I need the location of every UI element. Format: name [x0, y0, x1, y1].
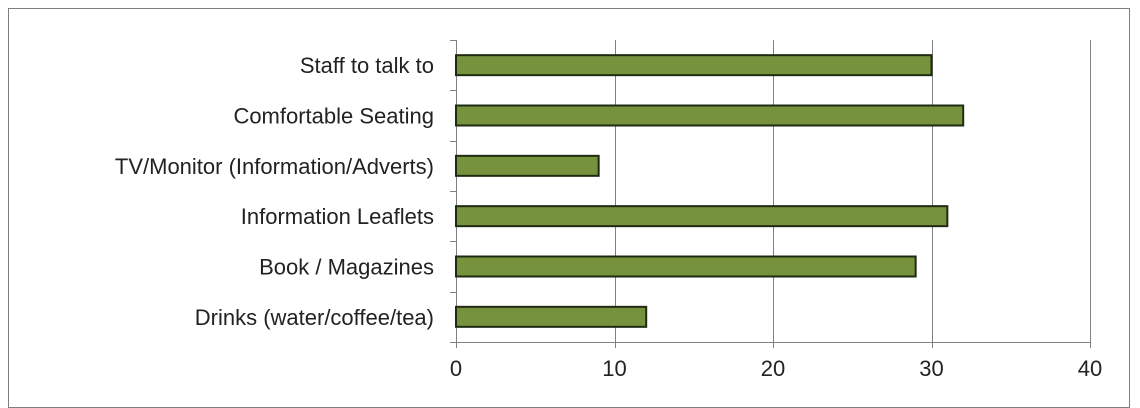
x-tick-label: 0	[450, 356, 462, 381]
bar-information-leaflets	[455, 205, 949, 228]
bar-chart: Staff to talk to Comfortable Seating TV/Mo…	[115, 40, 1102, 381]
category-label: Staff to talk to	[300, 53, 434, 78]
x-tick-label: 30	[919, 356, 943, 381]
bar-staff-to-talk-to	[455, 54, 933, 77]
gridlines	[615, 40, 1091, 342]
category-label: Drinks (water/coffee/tea)	[195, 305, 434, 330]
category-label: TV/Monitor (Information/Adverts)	[115, 154, 434, 179]
bar-drinks-water-coffee-tea	[455, 305, 648, 328]
bar-tv-monitor-information-adverts	[455, 154, 600, 177]
category-labels: Staff to talk to Comfortable Seating TV/Mo…	[115, 53, 434, 330]
axes	[450, 40, 1091, 348]
x-tick-label: 10	[602, 356, 626, 381]
category-label: Book / Magazines	[259, 255, 434, 280]
x-tick-label: 40	[1078, 356, 1102, 381]
bars	[455, 54, 965, 328]
category-label: Comfortable Seating	[233, 104, 434, 129]
x-tick-label: 20	[761, 356, 785, 381]
bar-comfortable-seating	[455, 104, 965, 127]
category-label: Information Leaflets	[241, 204, 434, 229]
x-tick-labels: 0 10 20 30 40	[450, 356, 1102, 381]
bar-book-magazines	[455, 255, 917, 278]
